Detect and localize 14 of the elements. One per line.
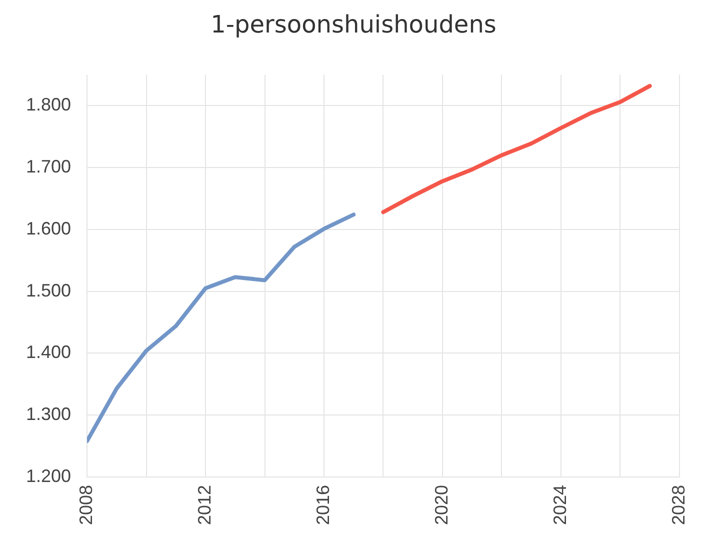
chart-title: 1-persoonshuishoudens <box>210 10 496 39</box>
y-tick-label: 1.700 <box>26 156 72 177</box>
x-tick-label: 2012 <box>194 484 214 526</box>
y-tick-label: 1.800 <box>26 94 72 115</box>
x-tick-label: 2024 <box>550 484 570 526</box>
y-tick-label: 1.200 <box>26 466 72 486</box>
y-tick-label: 1.500 <box>26 280 72 300</box>
x-tick-label: 2028 <box>668 484 688 526</box>
x-tick-label: 2016 <box>312 484 333 526</box>
y-tick-label: 1.600 <box>26 218 72 238</box>
x-tick-label: 2008 <box>76 484 96 526</box>
y-tick-label: 1.300 <box>26 404 72 424</box>
x-tick-label: 2020 <box>431 484 452 526</box>
y-tick-label: 1.400 <box>26 342 72 362</box>
